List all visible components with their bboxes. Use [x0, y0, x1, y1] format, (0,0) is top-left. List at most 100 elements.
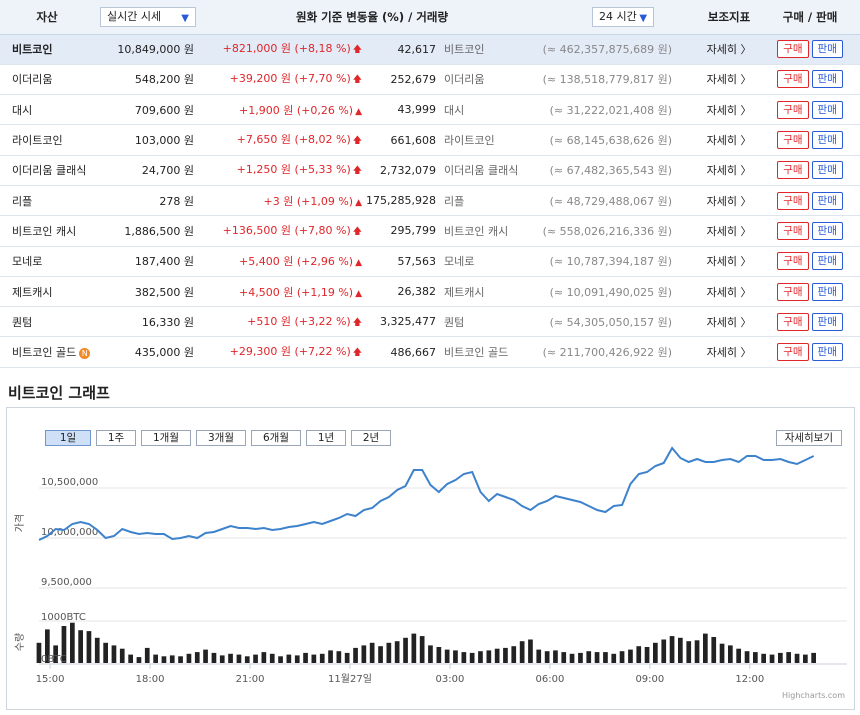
volume-cell: 3,325,477: [366, 306, 444, 338]
detail-link[interactable]: 자세히 〉: [698, 155, 761, 186]
price-cell: 278 원: [94, 185, 202, 217]
volume-cell: 57,563: [366, 246, 444, 277]
buy-button[interactable]: 구매: [777, 70, 809, 89]
table-header-row: 자산 실시간 시세 ▼ 원화 기준 변동율 (%) / 거래량 24 시간 ▼ …: [0, 0, 860, 35]
volume-cell: 486,667: [366, 336, 444, 368]
price-series-line: [38, 446, 815, 541]
detail-link[interactable]: 자세히 〉: [698, 336, 761, 368]
buy-button[interactable]: 구매: [777, 40, 809, 59]
table-row[interactable]: 비트코인 골드 N 435,000 원 +29,300 원 (+7,22 %) 🡅 486…: [0, 336, 860, 368]
range-button[interactable]: 2년: [351, 430, 391, 446]
y-tick-label: 9,500,000: [41, 577, 92, 588]
range-button[interactable]: 1주: [96, 430, 136, 446]
volume-bar: [211, 652, 217, 663]
detail-link[interactable]: 자세히 〉: [698, 276, 761, 308]
table-row[interactable]: 이더리움 클래식 24,700 원 +1,250 원 (+5,33 %) 🡅 2,732…: [0, 155, 860, 186]
coin-name: 리플: [12, 194, 33, 208]
detail-link[interactable]: 자세히 〉: [698, 34, 761, 65]
table-row[interactable]: 리플 278 원 +3 원 (+1,09 %) ▲ 175,285,928 리플 (≈ 48…: [0, 185, 860, 217]
coin-name-cell: 대시: [0, 94, 94, 126]
table-row[interactable]: 이더리움 548,200 원 +39,200 원 (+7,70 %) 🡅 252,679…: [0, 64, 860, 96]
coin-name: 모네로: [12, 255, 43, 269]
buy-button[interactable]: 구매: [777, 252, 809, 271]
detail-link[interactable]: 자세히 〉: [698, 246, 761, 277]
volume-bar: [694, 640, 700, 663]
detail-link[interactable]: 자세히 〉: [698, 124, 761, 156]
sell-button[interactable]: 판매: [811, 312, 843, 331]
detail-link[interactable]: 자세히 〉: [698, 215, 761, 247]
sell-button[interactable]: 판매: [811, 191, 843, 210]
table-row[interactable]: 비트코인 캐시 1,886,500 원 +136,500 원 (+7,80 %) 🡅 2…: [0, 215, 860, 247]
volume-bar: [161, 656, 167, 663]
buy-button[interactable]: 구매: [777, 131, 809, 150]
detail-link[interactable]: 자세히 〉: [698, 64, 761, 96]
sell-button[interactable]: 판매: [811, 221, 843, 240]
sell-button[interactable]: 판매: [811, 343, 843, 362]
buy-button[interactable]: 구매: [777, 221, 809, 240]
coin-name: 대시: [12, 103, 33, 117]
double-up-arrow-icon: 🡅: [352, 136, 362, 147]
detail-link[interactable]: 자세히 〉: [698, 306, 761, 338]
table-row[interactable]: 라이트코인 103,000 원 +7,650 원 (+8,02 %) 🡅 661,608…: [0, 124, 860, 156]
volume-bar: [736, 648, 741, 663]
detail-link[interactable]: 자세히 〉: [698, 94, 761, 126]
volume-cell: 42,617: [366, 34, 444, 65]
sell-button[interactable]: 판매: [811, 40, 843, 59]
y-tick-label: 0BTC: [41, 654, 67, 665]
sell-button[interactable]: 판매: [811, 161, 843, 180]
y-axis-label: 가격: [13, 514, 26, 532]
range-button[interactable]: 1개월: [141, 430, 191, 446]
volume-bar: [403, 637, 408, 663]
volume-bar: [619, 651, 625, 663]
volume-bar: [794, 653, 800, 663]
buy-button[interactable]: 구매: [777, 282, 809, 301]
range-button[interactable]: 1일: [45, 430, 91, 446]
buy-button[interactable]: 구매: [777, 100, 809, 119]
table-row[interactable]: 모네로 187,400 원 +5,400 원 (+2,96 %) ▲ 57,563 모네로…: [0, 246, 860, 277]
krw-volume-cell: (≈ 10,787,394,187 원): [542, 246, 699, 277]
table-row[interactable]: 퀀텀 16,330 원 +510 원 (+3,22 %) 🡅 3,325,477 퀀텀 (≈…: [0, 306, 860, 338]
sell-button[interactable]: 판매: [811, 282, 843, 301]
volume-bar: [278, 656, 283, 663]
volume-cell: 175,285,928: [366, 185, 444, 217]
krw-volume-cell: (≈ 10,091,490,025 원): [542, 276, 699, 308]
volume-bar: [461, 652, 467, 663]
sell-button[interactable]: 판매: [811, 70, 843, 89]
buy-button[interactable]: 구매: [777, 161, 809, 180]
range-button[interactable]: 6개월: [251, 430, 301, 446]
detail-view-button[interactable]: 자세히보기: [775, 430, 842, 446]
table-row[interactable]: 제트캐시 382,500 원 +4,500 원 (+1,19 %) ▲ 26,382 제트…: [0, 276, 860, 308]
volume-bar: [503, 647, 508, 663]
price-mode-header: 실시간 시세 ▼: [94, 0, 202, 35]
detail-link[interactable]: 자세히 〉: [698, 185, 761, 217]
volume-bar: [669, 636, 675, 663]
volume-cell: 295,799: [366, 215, 444, 247]
double-up-arrow-icon: 🡅: [352, 226, 362, 237]
change-cell: +1,250 원 (+5,33 %) 🡅: [202, 155, 366, 186]
volume-bar: [478, 651, 483, 663]
period-dropdown[interactable]: 24 시간 ▼: [592, 6, 655, 27]
coin-name-cell: 비트코인: [0, 34, 94, 65]
volume-bar: [594, 652, 600, 663]
range-button[interactable]: 1년: [306, 430, 346, 446]
volume-bar: [153, 654, 158, 663]
sell-button[interactable]: 판매: [811, 131, 843, 150]
volume-cell: 43,999: [366, 94, 444, 126]
price-mode-dropdown[interactable]: 실시간 시세 ▼: [100, 6, 196, 27]
volume-bar: [494, 648, 500, 663]
table-row[interactable]: 비트코인 10,849,000 원 +821,000 원 (+8,18 %) 🡅 42,…: [0, 34, 860, 65]
sell-button[interactable]: 판매: [811, 100, 843, 119]
buy-button[interactable]: 구매: [777, 343, 809, 362]
y-tick-label: 1000BTC: [41, 612, 86, 623]
table-row[interactable]: 대시 709,600 원 +1,900 원 (+0,26 %) ▲ 43,999 대시 (≈…: [0, 94, 860, 126]
volume-bar: [86, 631, 92, 663]
volume-unit-cell: 제트캐시: [444, 276, 543, 308]
double-up-arrow-icon: 🡅: [352, 75, 362, 86]
price-cell: 10,849,000 원: [94, 34, 202, 65]
range-button[interactable]: 3개월: [196, 430, 246, 446]
buy-button[interactable]: 구매: [777, 312, 809, 331]
coin-name: 이더리움 클래식: [12, 164, 87, 178]
sell-button[interactable]: 판매: [811, 252, 843, 271]
volume-bar: [711, 637, 717, 663]
buy-button[interactable]: 구매: [777, 191, 809, 210]
